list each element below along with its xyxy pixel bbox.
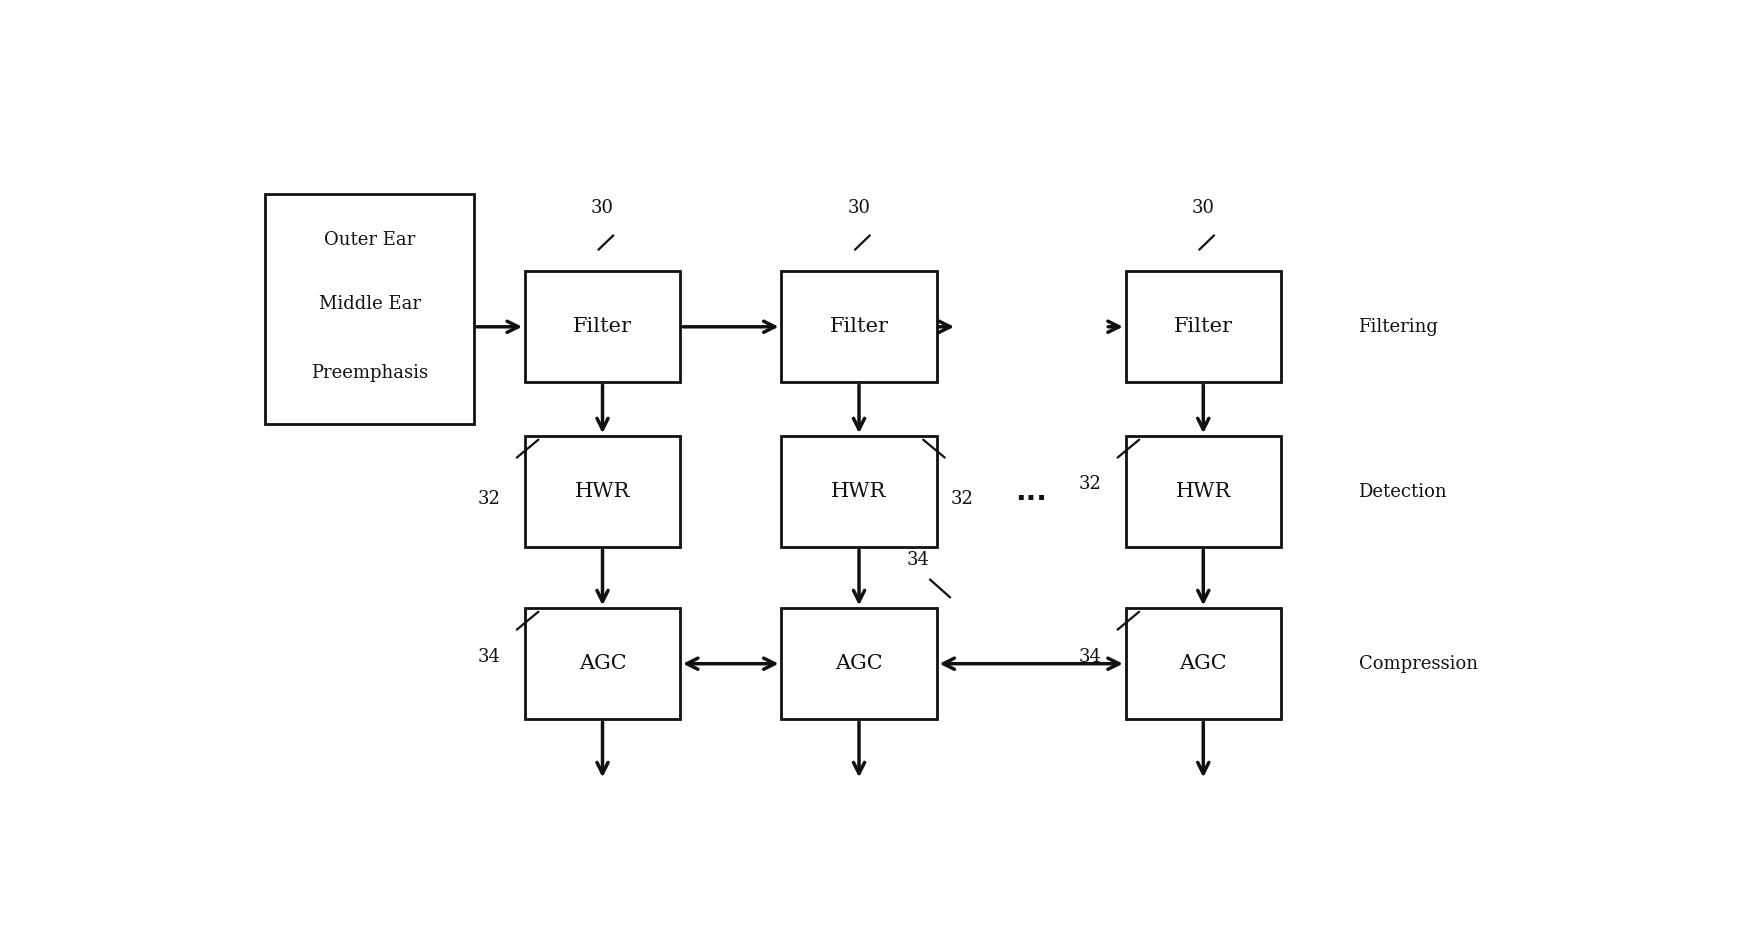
Text: 34: 34	[477, 648, 500, 666]
Bar	[782, 436, 937, 547]
Text: 34: 34	[1078, 648, 1101, 666]
Text: HWR: HWR	[831, 482, 887, 501]
Text: Outer Ear: Outer Ear	[324, 231, 415, 249]
Text: 32: 32	[949, 490, 974, 507]
Text: Preemphasis: Preemphasis	[312, 364, 429, 382]
Text: Filter: Filter	[829, 317, 888, 336]
Text: Middle Ear: Middle Ear	[319, 295, 420, 313]
Text: Filter: Filter	[1174, 317, 1233, 336]
Bar	[1125, 271, 1280, 383]
Text: HWR: HWR	[1176, 482, 1232, 501]
Text: 30: 30	[1192, 199, 1214, 218]
Text: 30: 30	[848, 199, 871, 218]
Text: 32: 32	[477, 490, 500, 507]
Bar	[524, 436, 679, 547]
Bar	[524, 271, 679, 383]
Text: Filter: Filter	[573, 317, 632, 336]
Text: AGC: AGC	[578, 654, 627, 673]
Text: AGC: AGC	[834, 654, 883, 673]
Bar	[1125, 608, 1280, 720]
Text: 32: 32	[1078, 476, 1101, 493]
Text: AGC: AGC	[1179, 654, 1226, 673]
Bar	[782, 608, 937, 720]
Text: HWR: HWR	[575, 482, 631, 501]
Bar	[524, 608, 679, 720]
Text: ...: ...	[1016, 478, 1047, 506]
Bar	[782, 271, 937, 383]
Text: Filtering: Filtering	[1359, 317, 1439, 336]
Bar	[1125, 436, 1280, 547]
Text: 34: 34	[908, 551, 930, 569]
Bar	[265, 195, 474, 424]
Text: Compression: Compression	[1359, 654, 1477, 673]
Text: Detection: Detection	[1359, 482, 1448, 501]
Text: 30: 30	[591, 199, 613, 218]
